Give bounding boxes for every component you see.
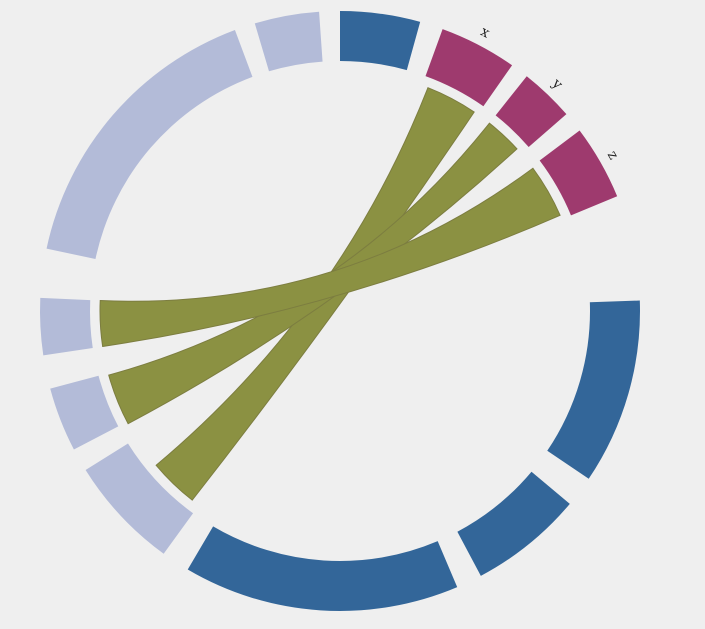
node-arc-light-5[interactable] xyxy=(254,11,323,72)
node-arc-y[interactable] xyxy=(495,76,567,147)
node-arc-x[interactable] xyxy=(425,29,513,107)
node-arc-light-4[interactable] xyxy=(46,29,253,260)
node-arc-blue-right[interactable] xyxy=(547,300,640,479)
link-ribbon-y-light-2[interactable] xyxy=(108,122,518,425)
link-ribbon-z-light-1[interactable] xyxy=(99,167,561,348)
node-arc-light-3[interactable] xyxy=(39,297,93,356)
node-label-z: z xyxy=(604,148,622,162)
node-arc-blue-top[interactable] xyxy=(340,11,421,71)
node-arc-light-2[interactable] xyxy=(50,375,119,450)
node-arc-blue-bottom[interactable] xyxy=(187,526,458,611)
node-arc-z[interactable] xyxy=(539,130,618,216)
node-label-x: x xyxy=(478,24,492,42)
link-ribbons xyxy=(99,87,561,501)
node-label-y: y xyxy=(548,75,566,93)
node-arc-blue-lower-right[interactable] xyxy=(457,471,570,576)
node-arcs xyxy=(39,11,640,611)
node-arc-light-1[interactable] xyxy=(85,443,194,554)
